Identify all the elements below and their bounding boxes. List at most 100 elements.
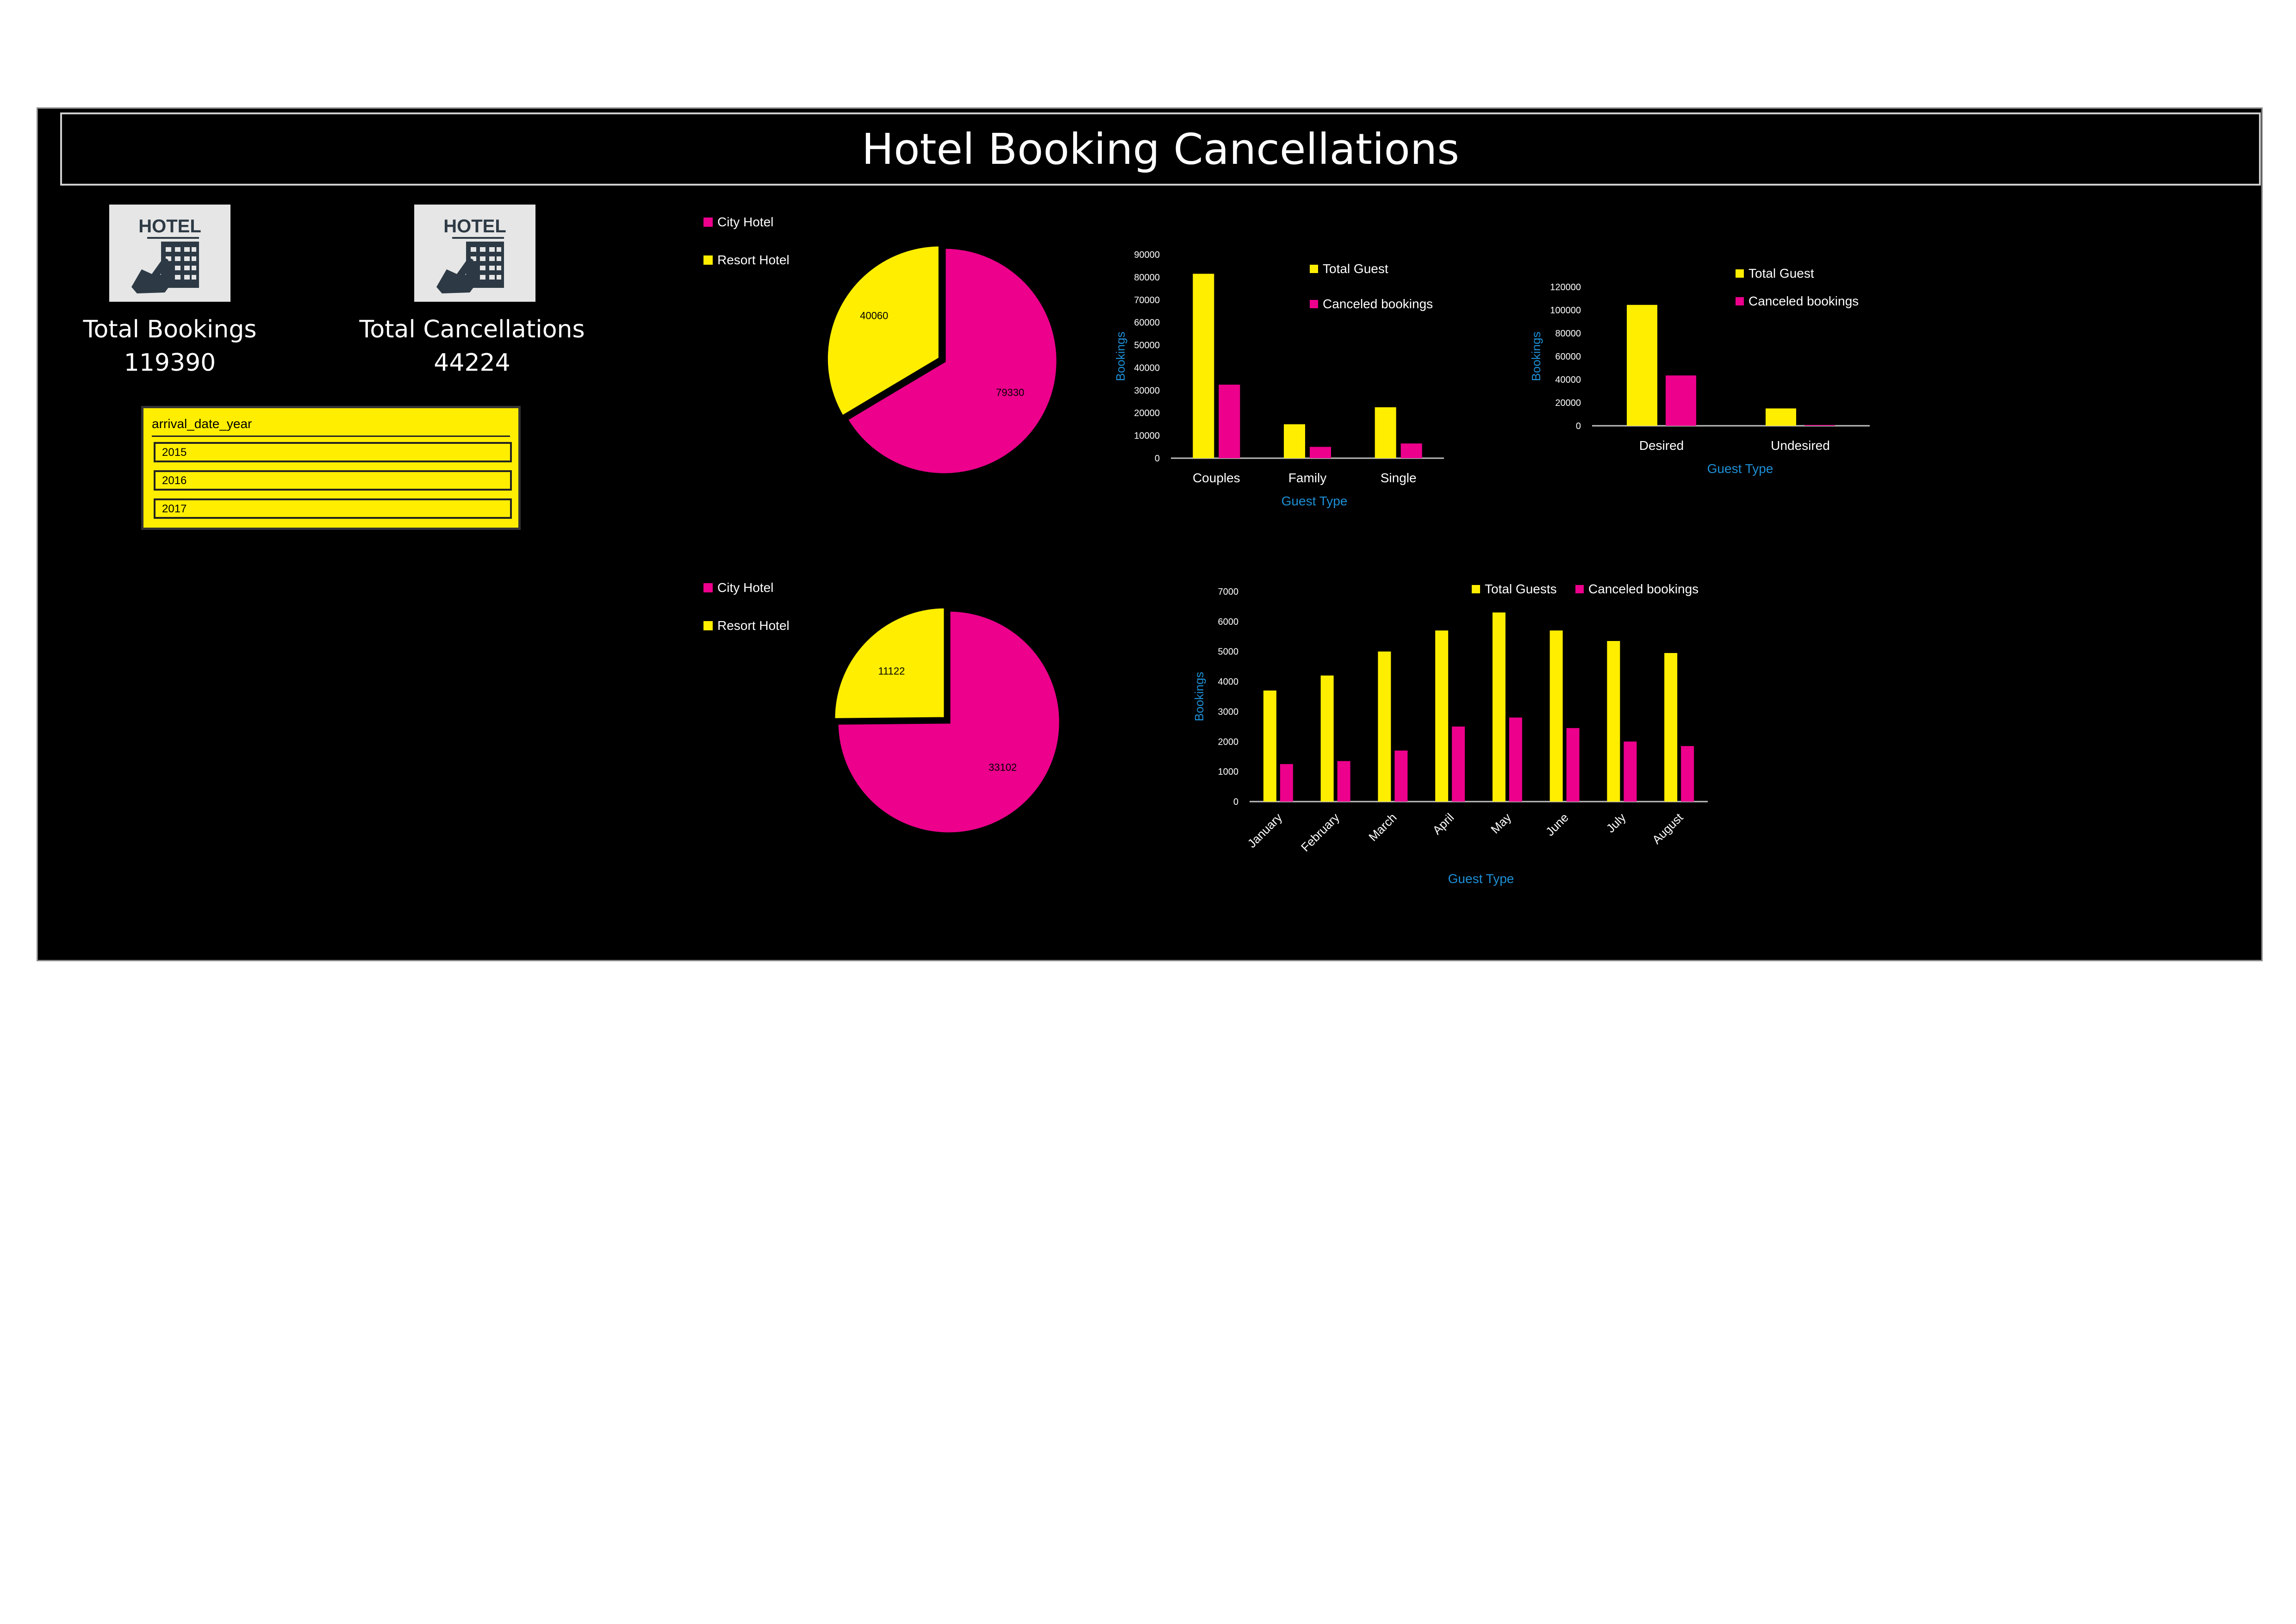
y-tick-label: 1000 bbox=[1218, 767, 1239, 777]
x-tick-label: Family bbox=[1288, 471, 1326, 485]
y-tick-label: 2000 bbox=[1218, 737, 1239, 747]
pie-slice bbox=[824, 243, 942, 419]
y-tick-label: 4000 bbox=[1218, 677, 1239, 687]
bar bbox=[1435, 630, 1449, 802]
y-tick-label: 5000 bbox=[1218, 647, 1239, 657]
bar bbox=[1492, 612, 1506, 802]
y-tick-label: 120000 bbox=[1550, 282, 1581, 292]
y-axis-title: Bookings bbox=[1529, 332, 1543, 381]
bar bbox=[1219, 385, 1240, 458]
x-tick-label: February bbox=[1298, 810, 1342, 854]
legend-label: Total Guest bbox=[1748, 266, 1814, 280]
y-tick-label: 70000 bbox=[1134, 295, 1160, 305]
x-axis-title: Guest Type bbox=[1448, 871, 1514, 886]
total-cancellations-value: 44224 bbox=[434, 349, 510, 377]
total-cancellations-label: Total Cancellations bbox=[359, 316, 585, 343]
y-tick-label: 60000 bbox=[1134, 318, 1160, 328]
title-bar: Hotel Booking Cancellations bbox=[60, 112, 2261, 186]
year-slicer: arrival_date_year 2015 2016 2017 bbox=[141, 406, 521, 530]
x-tick-label: January bbox=[1244, 810, 1285, 851]
y-tick-label: 0 bbox=[1155, 454, 1160, 464]
y-tick-label: 0 bbox=[1576, 421, 1581, 431]
bar bbox=[1400, 443, 1422, 458]
legend-label: Canceled bookings bbox=[1323, 297, 1433, 311]
bar bbox=[1337, 761, 1350, 802]
total-bookings-value: 119390 bbox=[124, 349, 216, 377]
x-tick-label: July bbox=[1604, 810, 1629, 835]
y-tick-label: 7000 bbox=[1218, 587, 1239, 597]
bar bbox=[1549, 630, 1563, 802]
data-label: 79330 bbox=[996, 386, 1024, 398]
legend-swatch bbox=[703, 583, 713, 592]
bar-chart-monthly: 0 1000 2000 3000 4000 5000 6000 7000 January Febr… bbox=[1192, 582, 1708, 886]
y-axis-title: Bookings bbox=[1114, 332, 1127, 381]
legend-swatch bbox=[1310, 300, 1318, 308]
x-tick-label: August bbox=[1649, 810, 1686, 846]
bar bbox=[1627, 305, 1657, 426]
slicer-item-2015[interactable]: 2015 bbox=[154, 442, 512, 462]
y-tick-label: 40000 bbox=[1134, 363, 1160, 373]
x-axis-title: Guest Type bbox=[1282, 494, 1348, 508]
legend-label: Total Guests bbox=[1485, 582, 1557, 596]
pie-slice bbox=[835, 608, 1063, 836]
y-tick-label: 10000 bbox=[1134, 431, 1160, 441]
legend-label: Canceled bookings bbox=[1748, 294, 1859, 308]
legend-label: Total Guest bbox=[1323, 261, 1388, 276]
legend-swatch bbox=[1736, 297, 1744, 305]
x-tick-label: Couples bbox=[1193, 471, 1240, 485]
y-tick-label: 90000 bbox=[1134, 250, 1160, 260]
y-tick-label: 40000 bbox=[1555, 375, 1581, 385]
legend-swatch bbox=[703, 621, 713, 630]
bar bbox=[1666, 375, 1696, 426]
bar bbox=[1681, 746, 1694, 802]
x-tick-label: May bbox=[1488, 810, 1514, 836]
hotel-icon-text: HOTEL bbox=[138, 216, 201, 236]
bar bbox=[1310, 447, 1331, 458]
pie-slice bbox=[832, 605, 947, 722]
slicer-item-2016[interactable]: 2016 bbox=[154, 470, 512, 491]
y-tick-label: 0 bbox=[1233, 797, 1238, 807]
data-label: 40060 bbox=[860, 310, 888, 322]
slicer-divider bbox=[152, 436, 510, 437]
y-tick-label: 20000 bbox=[1555, 398, 1581, 408]
data-label: 33102 bbox=[989, 762, 1017, 773]
legend-label: Resort Hotel bbox=[717, 253, 790, 267]
legend-label: City Hotel bbox=[717, 215, 773, 229]
hotel-icon: HOTEL bbox=[109, 205, 230, 302]
y-axis-title: Bookings bbox=[1192, 672, 1206, 722]
legend-swatch bbox=[1736, 269, 1744, 278]
x-tick-label: April bbox=[1430, 810, 1456, 837]
bar bbox=[1607, 641, 1620, 802]
y-tick-label: 6000 bbox=[1218, 617, 1239, 627]
bar bbox=[1193, 274, 1214, 458]
bar bbox=[1320, 675, 1334, 802]
legend-swatch bbox=[703, 255, 713, 265]
pie-slice bbox=[844, 245, 1060, 477]
bar bbox=[1394, 750, 1408, 802]
bar bbox=[1766, 408, 1796, 426]
slicer-item-2017[interactable]: 2017 bbox=[154, 498, 512, 519]
pie-chart-cancellations: City Hotel Resort Hotel 33102 11122 bbox=[703, 580, 1063, 836]
slicer-title: arrival_date_year bbox=[152, 417, 252, 431]
bar-chart-guest-type: 0 10000 20000 30000 40000 50000 60000 70000 8000… bbox=[1114, 250, 1444, 508]
bar bbox=[1378, 651, 1391, 802]
hotel-icon: HOTEL bbox=[414, 205, 535, 302]
x-tick-label: Desired bbox=[1639, 438, 1684, 453]
bar bbox=[1566, 728, 1580, 802]
legend-label: Canceled bookings bbox=[1588, 582, 1699, 596]
x-tick-label: Undesired bbox=[1771, 438, 1830, 453]
legend-swatch bbox=[703, 218, 713, 227]
bar bbox=[1509, 717, 1522, 802]
legend-swatch bbox=[1472, 585, 1480, 593]
legend-label: City Hotel bbox=[717, 580, 773, 595]
legend-swatch bbox=[1575, 585, 1584, 593]
y-tick-label: 3000 bbox=[1218, 707, 1239, 717]
hotel-icon-text: HOTEL bbox=[443, 216, 506, 236]
x-tick-label: March bbox=[1366, 810, 1399, 844]
page-title: Hotel Booking Cancellations bbox=[861, 124, 1460, 174]
bar bbox=[1664, 653, 1678, 802]
y-tick-label: 80000 bbox=[1555, 329, 1581, 339]
bar bbox=[1804, 425, 1835, 426]
bar bbox=[1624, 741, 1637, 802]
y-tick-label: 50000 bbox=[1134, 341, 1160, 351]
